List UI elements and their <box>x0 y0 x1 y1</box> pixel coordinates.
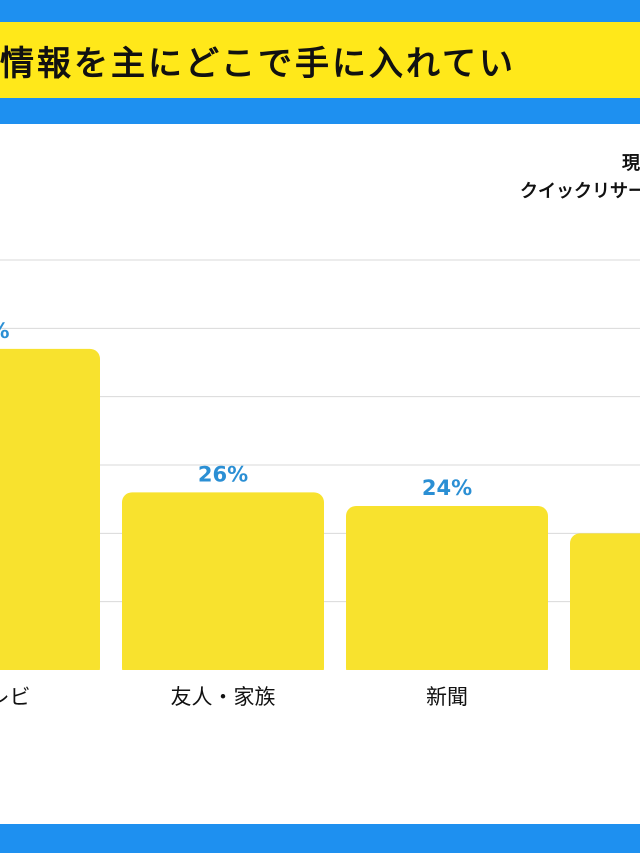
footer-band <box>0 824 640 853</box>
survey-source: 現役 クイックリサー <box>340 150 640 206</box>
bar-3 <box>570 533 640 678</box>
bar-1 <box>122 492 324 678</box>
source-line-1: 現役 <box>622 153 640 174</box>
source-line-2: クイックリサー <box>520 181 640 202</box>
bar-0 <box>0 348 100 678</box>
title-bar: 情報を主にどこで手に入れてい <box>0 22 640 98</box>
value-label-2: 24% <box>422 476 472 500</box>
category-label-0: テレビ <box>0 685 31 709</box>
baseline <box>0 670 640 682</box>
page-title: 情報を主にどこで手に入れてい <box>0 44 516 84</box>
value-label-1: 26% <box>198 462 248 486</box>
category-label-2: 新聞 <box>426 685 468 709</box>
value-label-0: % <box>0 319 10 343</box>
category-label-1: 友人・家族 <box>171 685 276 709</box>
bar-2 <box>346 506 548 678</box>
